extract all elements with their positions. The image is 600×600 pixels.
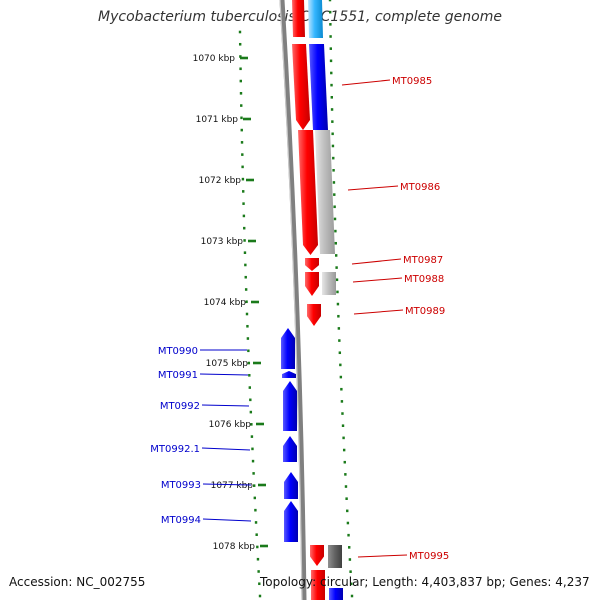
ruler-tick-label: 1077 kbp: [211, 481, 254, 491]
ruler-tick-label: 1073 kbp: [201, 237, 244, 247]
gene-arrow-MT0987: [305, 258, 319, 271]
gene-label-MT0994: MT0994: [161, 515, 201, 526]
gene-arrow-MT0989: [307, 304, 321, 326]
ruler-tick-label: 1071 kbp: [196, 115, 239, 125]
ruler-tick-label: 1076 kbp: [209, 420, 252, 430]
genome-summary-text: Topology: circular; Length: 4,403,837 bp…: [260, 575, 590, 589]
cds-MT0985: [309, 44, 328, 130]
ruler-layer: 1070 kbp 1071 kbp 1072 kbp 1073 kbp 1074 kbp…: [193, 0, 354, 598]
genome-backbone-highlight: [279, 0, 303, 600]
gene-label-MT0985: MT0985: [392, 76, 432, 87]
ruler-tick-label: 1075 kbp: [206, 359, 249, 369]
gene-arrow-MT0986: [298, 130, 318, 255]
gene-label-MT0992.1: MT0992.1: [150, 444, 200, 455]
backbone-layer: [279, 0, 307, 600]
feature-layer: [281, 0, 343, 600]
leader-line: [347, 185, 399, 191]
gene-arrow-MT0993: [284, 472, 298, 499]
ruler-tick-label: 1078 kbp: [213, 542, 256, 552]
gene-label-MT0995: MT0995: [409, 551, 449, 562]
gene-label-MT0988: MT0988: [404, 274, 444, 285]
ruler-tick-label: 1070 kbp: [193, 54, 236, 64]
gene-arrow-partial: [292, 0, 305, 37]
cds-partial-bottom: [329, 588, 343, 600]
leader-line: [351, 258, 402, 265]
ruler-tick-label: 1074 kbp: [204, 298, 247, 308]
leader-line: [341, 79, 391, 86]
label-layer: MT0985 MT0986 MT0987 MT0988 MT0989 MT0990 MT09…: [150, 76, 449, 562]
gene-arrow-MT0992.1: [283, 436, 297, 462]
leader-line: [357, 554, 408, 558]
gene-label-MT0993: MT0993: [161, 480, 201, 491]
gene-arrow-MT0991: [282, 371, 296, 378]
ruler-tick-label: 1072 kbp: [199, 176, 242, 186]
gene-label-MT0989: MT0989: [405, 306, 445, 317]
gene-label-MT0986: MT0986: [400, 182, 440, 193]
gene-label-MT0990: MT0990: [158, 346, 198, 357]
gene-arrow-MT0994: [284, 501, 298, 542]
accession-text: Accession: NC_002755: [9, 575, 146, 589]
gene-arrow-MT0990: [281, 328, 295, 369]
gene-label-MT0992: MT0992: [160, 401, 200, 412]
cds-MT0986: [315, 130, 335, 254]
gene-arrow-MT0992: [283, 381, 297, 431]
leader-line: [199, 373, 249, 376]
gene-arrow-MT0995: [310, 545, 324, 566]
leader-line: [202, 518, 252, 522]
cds-MT0995: [328, 545, 342, 568]
gene-arrow-MT0988: [305, 272, 319, 296]
leader-line: [201, 447, 251, 451]
leader-line: [352, 277, 403, 283]
leader-line: [353, 309, 404, 315]
genome-backbone: [279, 0, 307, 600]
leader-line: [202, 483, 252, 486]
cds-partial: [308, 0, 323, 38]
gene-arrow-partial-bottom: [311, 570, 325, 600]
gene-label-MT0991: MT0991: [158, 370, 198, 381]
cds-MT0988: [322, 272, 336, 295]
gene-arrow-MT0985: [292, 44, 310, 130]
gene-label-MT0987: MT0987: [403, 255, 443, 266]
leader-line: [201, 404, 250, 407]
